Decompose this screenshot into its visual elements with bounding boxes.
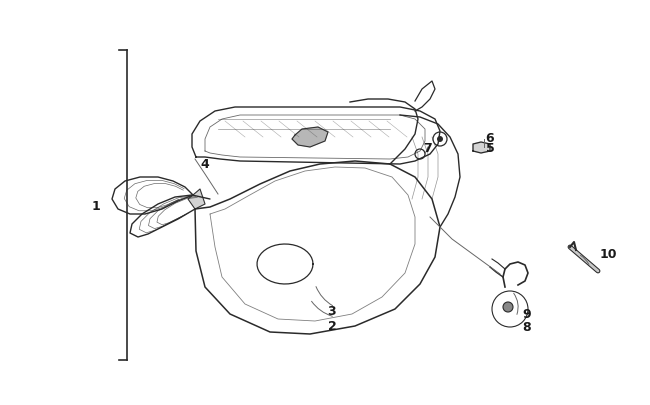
Text: 8: 8 — [523, 321, 531, 334]
Text: 9: 9 — [523, 308, 531, 321]
Circle shape — [437, 136, 443, 143]
Text: 7: 7 — [424, 141, 432, 154]
Polygon shape — [292, 128, 328, 148]
Text: 10: 10 — [599, 247, 617, 260]
Circle shape — [503, 302, 513, 312]
Text: 4: 4 — [201, 158, 209, 171]
Polygon shape — [188, 190, 205, 209]
Text: 3: 3 — [328, 305, 336, 318]
Text: 5: 5 — [486, 141, 495, 154]
Text: 1: 1 — [92, 199, 100, 212]
Polygon shape — [473, 143, 490, 153]
Text: 6: 6 — [486, 131, 494, 144]
Text: 2: 2 — [328, 320, 337, 333]
